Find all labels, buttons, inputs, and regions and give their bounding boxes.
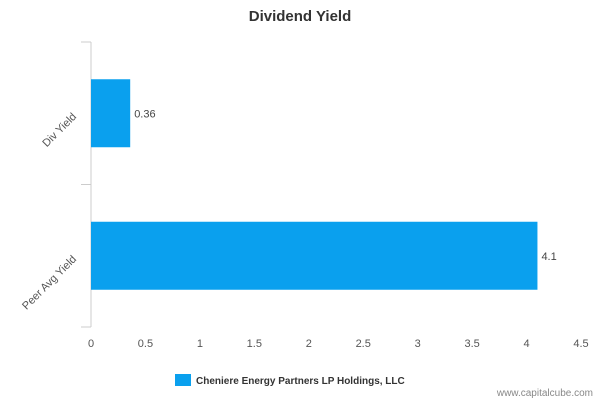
- category-label: Div Yield: [40, 111, 79, 150]
- x-tick-label: 1.5: [247, 338, 262, 350]
- x-tick-label: 4.5: [573, 338, 588, 350]
- category-label: Peer Avg Yield: [20, 253, 79, 312]
- x-tick-label: 0: [88, 338, 94, 350]
- x-tick-label: 2: [306, 338, 312, 350]
- data-label: 0.36: [134, 108, 155, 120]
- data-labels: 0.36 4.1: [134, 108, 557, 263]
- bar-series: [91, 79, 538, 290]
- chart-title: Dividend Yield: [249, 8, 352, 25]
- x-tick-label: 0.5: [138, 338, 153, 350]
- legend-label: Cheniere Energy Partners LP Holdings, LL…: [196, 376, 405, 387]
- bar: [91, 221, 538, 290]
- x-tick-label: 2.5: [356, 338, 371, 350]
- legend: Cheniere Energy Partners LP Holdings, LL…: [175, 374, 405, 387]
- bar: [91, 79, 131, 148]
- legend-swatch: [175, 374, 191, 386]
- x-tick-label: 4: [523, 338, 529, 350]
- x-tick-label: 3: [415, 338, 421, 350]
- watermark-text: www.capitalcube.com: [496, 388, 593, 399]
- x-tick-label: 1: [197, 338, 203, 350]
- data-label: 4.1: [541, 251, 556, 263]
- x-tick-label: 3.5: [464, 338, 479, 350]
